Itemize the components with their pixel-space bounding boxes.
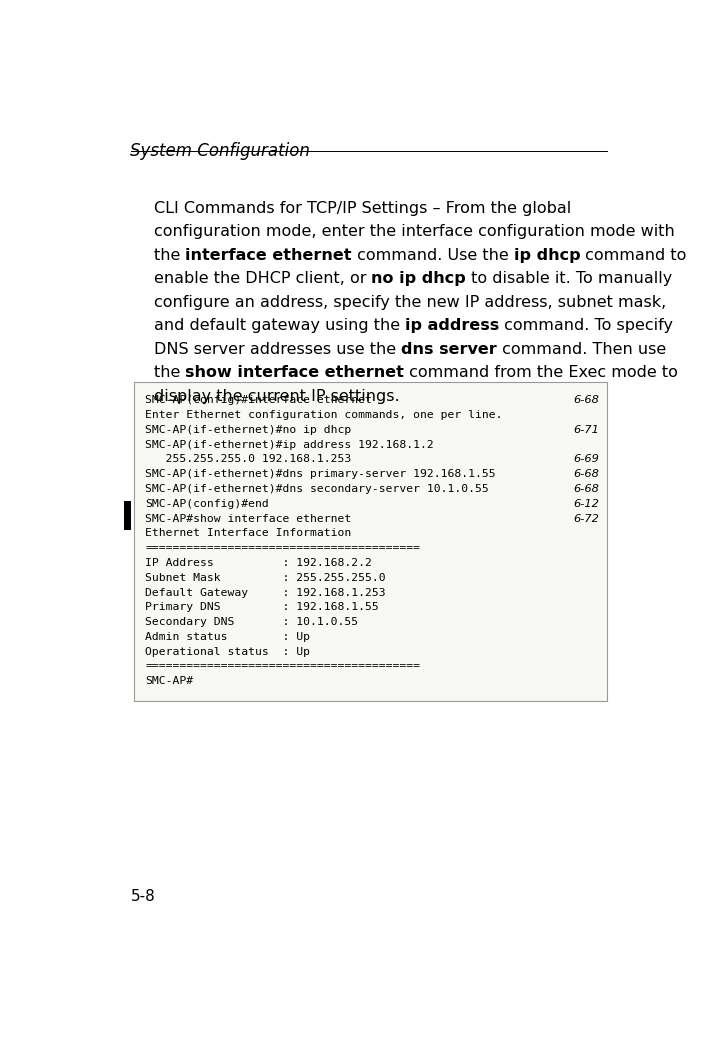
Text: command from the Exec mode to: command from the Exec mode to — [404, 365, 678, 381]
Text: 6-72: 6-72 — [574, 513, 600, 524]
FancyBboxPatch shape — [134, 382, 607, 702]
Text: SMC-AP(if-ethernet)#dns secondary-server 10.1.0.55: SMC-AP(if-ethernet)#dns secondary-server… — [146, 484, 489, 494]
Text: SMC-AP(if-ethernet)#no ip dhcp: SMC-AP(if-ethernet)#no ip dhcp — [146, 425, 352, 434]
Text: Default Gateway     : 192.168.1.253: Default Gateway : 192.168.1.253 — [146, 588, 386, 598]
Text: no ip dhcp: no ip dhcp — [371, 271, 466, 286]
Text: ip dhcp: ip dhcp — [514, 248, 580, 263]
Text: System Configuration: System Configuration — [131, 142, 311, 160]
Text: 5-8: 5-8 — [131, 889, 155, 904]
Text: command. Use the: command. Use the — [352, 248, 514, 263]
Text: CLI Commands for TCP/IP Settings – From the global: CLI Commands for TCP/IP Settings – From … — [154, 201, 571, 216]
Text: the: the — [154, 365, 186, 381]
Text: SMC-AP(if-ethernet)#ip address 192.168.1.2: SMC-AP(if-ethernet)#ip address 192.168.1… — [146, 440, 434, 449]
Text: to disable it. To manually: to disable it. To manually — [466, 271, 672, 286]
Bar — [124, 501, 131, 530]
Text: show interface ethernet: show interface ethernet — [186, 365, 404, 381]
Text: SMC-AP(config)#end: SMC-AP(config)#end — [146, 499, 269, 509]
Text: SMC-AP#: SMC-AP# — [146, 676, 193, 686]
Text: the: the — [154, 248, 186, 263]
Text: command. To specify: command. To specify — [499, 319, 673, 333]
Text: dns server: dns server — [401, 342, 497, 357]
Text: ========================================: ======================================== — [146, 543, 420, 553]
Text: 255.255.255.0 192.168.1.253: 255.255.255.0 192.168.1.253 — [146, 454, 352, 465]
Text: SMC-AP(config)#interface ethernet: SMC-AP(config)#interface ethernet — [146, 396, 372, 405]
Text: ip address: ip address — [405, 319, 499, 333]
Text: 6-12: 6-12 — [574, 499, 600, 509]
Text: enable the DHCP client, or: enable the DHCP client, or — [154, 271, 371, 286]
Text: Operational status  : Up: Operational status : Up — [146, 647, 310, 656]
Text: IP Address          : 192.168.2.2: IP Address : 192.168.2.2 — [146, 558, 372, 568]
Text: Enter Ethernet configuration commands, one per line.: Enter Ethernet configuration commands, o… — [146, 410, 503, 420]
Text: 6-69: 6-69 — [574, 454, 600, 465]
Text: Primary DNS         : 192.168.1.55: Primary DNS : 192.168.1.55 — [146, 603, 379, 612]
Text: 6-68: 6-68 — [574, 469, 600, 480]
Text: Subnet Mask         : 255.255.255.0: Subnet Mask : 255.255.255.0 — [146, 572, 386, 583]
Text: configuration mode, enter the interface configuration mode with: configuration mode, enter the interface … — [154, 224, 674, 240]
Text: 6-68: 6-68 — [574, 484, 600, 494]
Text: ========================================: ======================================== — [146, 662, 420, 671]
Text: Secondary DNS       : 10.1.0.55: Secondary DNS : 10.1.0.55 — [146, 618, 359, 627]
Text: SMC-AP(if-ethernet)#dns primary-server 192.168.1.55: SMC-AP(if-ethernet)#dns primary-server 1… — [146, 469, 496, 480]
Text: Ethernet Interface Information: Ethernet Interface Information — [146, 528, 352, 539]
Text: 6-68: 6-68 — [574, 396, 600, 405]
Text: interface ethernet: interface ethernet — [186, 248, 352, 263]
Text: display the current IP settings.: display the current IP settings. — [154, 389, 399, 404]
Text: DNS server addresses use the: DNS server addresses use the — [154, 342, 401, 357]
Text: Admin status        : Up: Admin status : Up — [146, 632, 310, 642]
Text: SMC-AP#show interface ethernet: SMC-AP#show interface ethernet — [146, 513, 352, 524]
Text: command. Then use: command. Then use — [497, 342, 666, 357]
Text: and default gateway using the: and default gateway using the — [154, 319, 405, 333]
Text: 6-71: 6-71 — [574, 425, 600, 434]
Text: command to: command to — [580, 248, 687, 263]
Text: configure an address, specify the new IP address, subnet mask,: configure an address, specify the new IP… — [154, 295, 666, 310]
